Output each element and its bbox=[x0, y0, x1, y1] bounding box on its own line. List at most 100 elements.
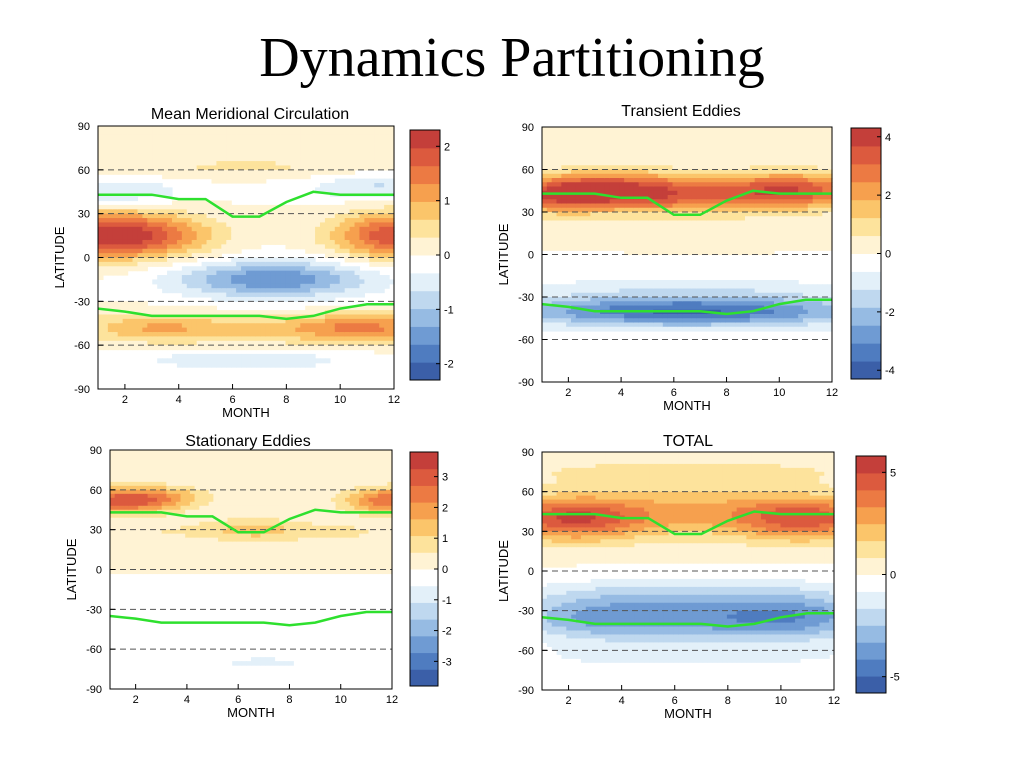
heatmap-cell bbox=[231, 204, 237, 210]
heatmap-cell bbox=[745, 301, 751, 307]
heatmap-cell bbox=[369, 209, 375, 215]
heatmap-cell bbox=[122, 130, 129, 136]
heatmap-cell bbox=[329, 332, 336, 337]
heatmap-cell bbox=[629, 284, 635, 290]
heatmap-cell bbox=[648, 169, 654, 175]
heatmap-cell bbox=[374, 327, 380, 333]
heatmap-cell bbox=[354, 336, 361, 342]
heatmap-cell bbox=[324, 292, 331, 298]
heatmap-cell bbox=[658, 178, 664, 183]
heatmap-cell bbox=[221, 310, 227, 316]
heatmap-cell bbox=[788, 203, 794, 209]
heatmap-cell bbox=[648, 203, 654, 209]
heatmap-cell bbox=[191, 257, 198, 263]
heatmap-cell bbox=[310, 156, 316, 162]
heatmap-cell bbox=[653, 301, 659, 307]
heatmap-cell bbox=[300, 323, 306, 329]
heatmap-cell bbox=[807, 135, 814, 141]
heatmap-cell bbox=[379, 349, 385, 355]
heatmap-cell bbox=[701, 233, 707, 239]
heatmap-cell bbox=[807, 199, 814, 205]
heatmap-cell bbox=[275, 288, 282, 294]
heatmap-cell bbox=[571, 139, 577, 145]
heatmap-cell bbox=[389, 126, 395, 131]
heatmap-cell bbox=[609, 229, 616, 234]
heatmap-cell bbox=[236, 270, 242, 276]
heatmap-cell bbox=[745, 169, 751, 175]
heatmap-cell bbox=[774, 288, 780, 294]
heatmap-cell bbox=[369, 305, 375, 311]
heatmap-cell bbox=[379, 332, 385, 337]
heatmap-cell bbox=[344, 226, 351, 232]
heatmap-cell bbox=[706, 139, 712, 145]
heatmap-cell bbox=[334, 336, 341, 342]
heatmap-cell bbox=[290, 336, 296, 342]
heatmap-cell bbox=[793, 246, 799, 251]
heatmap-cell bbox=[590, 326, 596, 332]
heatmap-cell bbox=[740, 139, 746, 145]
heatmap-cell bbox=[749, 318, 756, 324]
heatmap-cell bbox=[226, 139, 232, 145]
heatmap-cell bbox=[107, 143, 114, 149]
heatmap-cell bbox=[339, 187, 346, 193]
heatmap-cell bbox=[176, 126, 183, 131]
heatmap-cell bbox=[580, 237, 587, 243]
heatmap-cell bbox=[112, 310, 119, 316]
heatmap-cell bbox=[379, 248, 385, 254]
heatmap-cell bbox=[152, 336, 158, 342]
heatmap-cell bbox=[324, 161, 331, 167]
heatmap-cell bbox=[102, 345, 109, 351]
heatmap-cell bbox=[624, 216, 630, 222]
heatmap-cell bbox=[107, 182, 114, 188]
heatmap-cell bbox=[270, 336, 277, 342]
heatmap-cell bbox=[181, 244, 188, 250]
heatmap-cell bbox=[585, 288, 591, 294]
heatmap-cell bbox=[196, 139, 203, 145]
heatmap-cell bbox=[595, 326, 601, 332]
heatmap-cell bbox=[604, 314, 611, 319]
heatmap-cell bbox=[561, 292, 567, 298]
heatmap-cell bbox=[566, 127, 572, 132]
heatmap-cell bbox=[349, 143, 356, 149]
heatmap-cell bbox=[561, 127, 567, 132]
heatmap-cell bbox=[745, 250, 751, 256]
heatmap-cell bbox=[236, 147, 242, 153]
heatmap-cell bbox=[107, 270, 114, 276]
heatmap-cell bbox=[691, 131, 698, 137]
heatmap-cell bbox=[349, 323, 356, 329]
heatmap-cell bbox=[172, 169, 178, 175]
heatmap-cell bbox=[191, 318, 198, 324]
heatmap-cell bbox=[725, 199, 732, 205]
heatmap-cell bbox=[132, 332, 139, 337]
heatmap-cell bbox=[725, 229, 732, 234]
heatmap-cell bbox=[354, 332, 361, 337]
heatmap-cell bbox=[662, 131, 669, 137]
heatmap-cell bbox=[580, 152, 587, 158]
heatmap-cell bbox=[157, 318, 163, 324]
heatmap-cell bbox=[290, 147, 296, 153]
heatmap-cell bbox=[300, 292, 306, 298]
heatmap-cell bbox=[196, 327, 203, 333]
heatmap-cell bbox=[749, 224, 756, 230]
heatmap-cell bbox=[231, 244, 237, 250]
heatmap-cell bbox=[167, 231, 173, 237]
heatmap-cell bbox=[701, 127, 707, 132]
heatmap-cell bbox=[162, 323, 168, 329]
heatmap-cell bbox=[172, 231, 178, 237]
heatmap-cell bbox=[206, 253, 213, 259]
heatmap-cell bbox=[221, 279, 227, 285]
heatmap-cell bbox=[716, 233, 722, 239]
heatmap-cell bbox=[344, 152, 351, 158]
heatmap-cell bbox=[364, 161, 370, 167]
heatmap-cell bbox=[260, 336, 267, 342]
heatmap-cell bbox=[749, 288, 756, 294]
heatmap-cell bbox=[142, 161, 148, 167]
heatmap-cell bbox=[364, 305, 370, 311]
heatmap-cell bbox=[725, 292, 732, 298]
heatmap-cell bbox=[334, 126, 341, 131]
heatmap-cell bbox=[740, 280, 746, 285]
heatmap-cell bbox=[122, 143, 129, 149]
heatmap-cell bbox=[162, 283, 168, 289]
heatmap-cell bbox=[275, 257, 282, 263]
heatmap-cell bbox=[374, 218, 380, 224]
